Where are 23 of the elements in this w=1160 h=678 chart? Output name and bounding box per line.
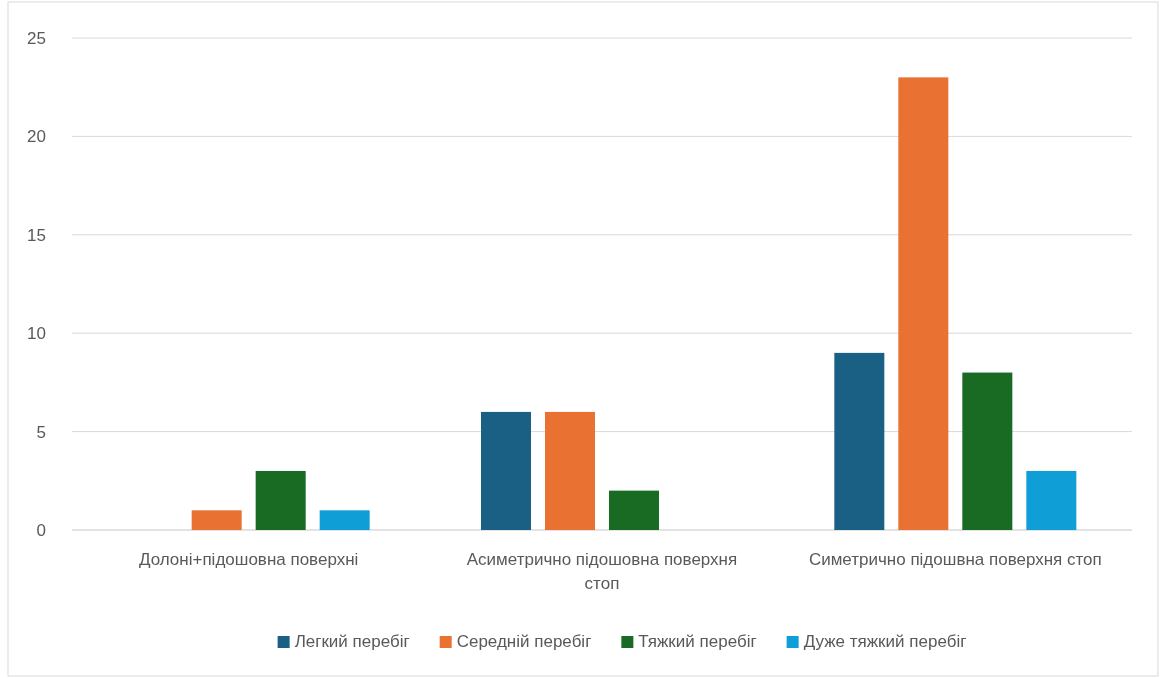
y-tick-label: 10 [27,324,46,344]
legend-label: Середній перебіг [456,632,592,651]
bar [191,510,242,530]
bar [255,470,306,530]
bar [834,352,885,530]
legend-label: Дуже тяжкий перебіг [803,632,967,651]
bar [545,411,595,530]
legend-label: Тяжкий перебіг [638,632,757,651]
bar [481,411,531,530]
x-tick-label: Симетрично підошвна поверхня стоп [808,550,1102,569]
y-tick-label: 20 [27,127,46,147]
bar [962,372,1013,530]
x-tick-label: Асиметрично підошовна поверхня стоп [466,550,738,593]
bar [609,490,659,530]
y-tick-label: 5 [36,422,46,442]
y-tick-label: 0 [36,520,46,540]
bar [1026,470,1077,530]
x-tick-label: Долоні+підошовна поверхні [138,550,359,569]
y-tick-label: 15 [27,225,46,245]
bar [319,510,370,530]
bar [898,77,949,530]
legend-label: Легкий перебіг [294,632,410,651]
y-tick-label: 25 [27,28,46,48]
